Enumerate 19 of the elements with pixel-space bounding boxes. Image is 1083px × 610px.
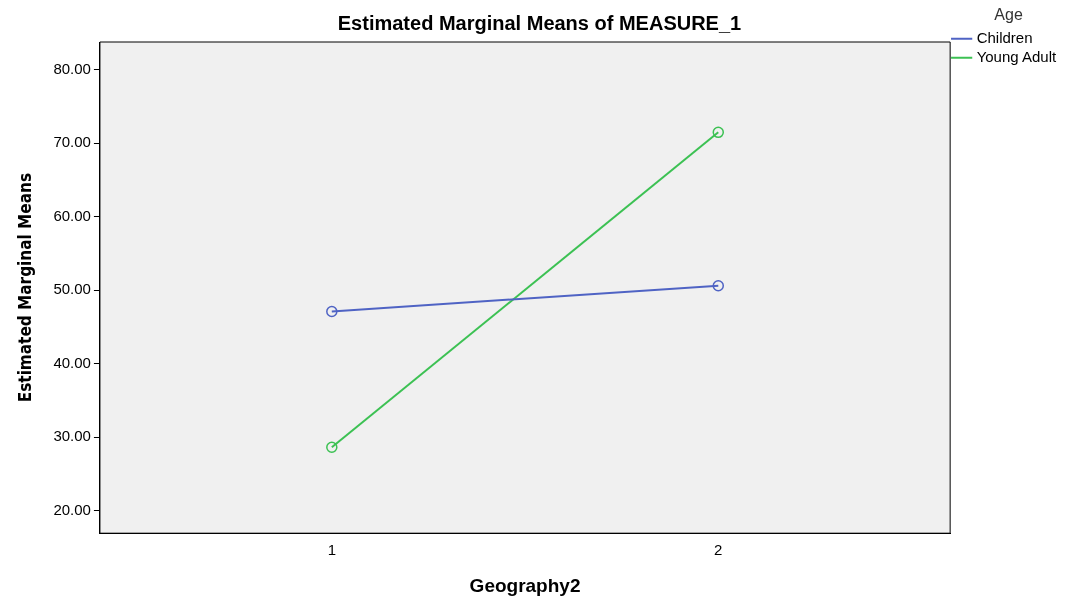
chart-title: Estimated Marginal Means of MEASURE_1 <box>337 11 742 34</box>
y-axis-title: Estimated Marginal Means <box>14 172 35 403</box>
y-tick-label: 80.00 <box>53 60 91 78</box>
x-tick-label: 2 <box>714 541 723 559</box>
legend-title: Age <box>994 6 1023 24</box>
point <box>326 441 338 454</box>
point <box>326 305 338 318</box>
y-tick-label: 20.00 <box>53 500 91 518</box>
y-tick-label: 40.00 <box>53 353 91 371</box>
x-axis-title: Geography2 <box>469 574 581 596</box>
point <box>712 126 725 139</box>
legend-label: Children <box>976 28 1033 46</box>
x-tick-label: 1 <box>327 541 336 559</box>
y-tick-label: 30.00 <box>53 427 91 445</box>
y-tick-label: 60.00 <box>53 206 91 224</box>
y-tick-label: 70.00 <box>53 133 91 151</box>
y-tick-label: 50.00 <box>53 280 91 298</box>
legend-label: Young Adult <box>976 47 1057 65</box>
point <box>712 280 725 292</box>
